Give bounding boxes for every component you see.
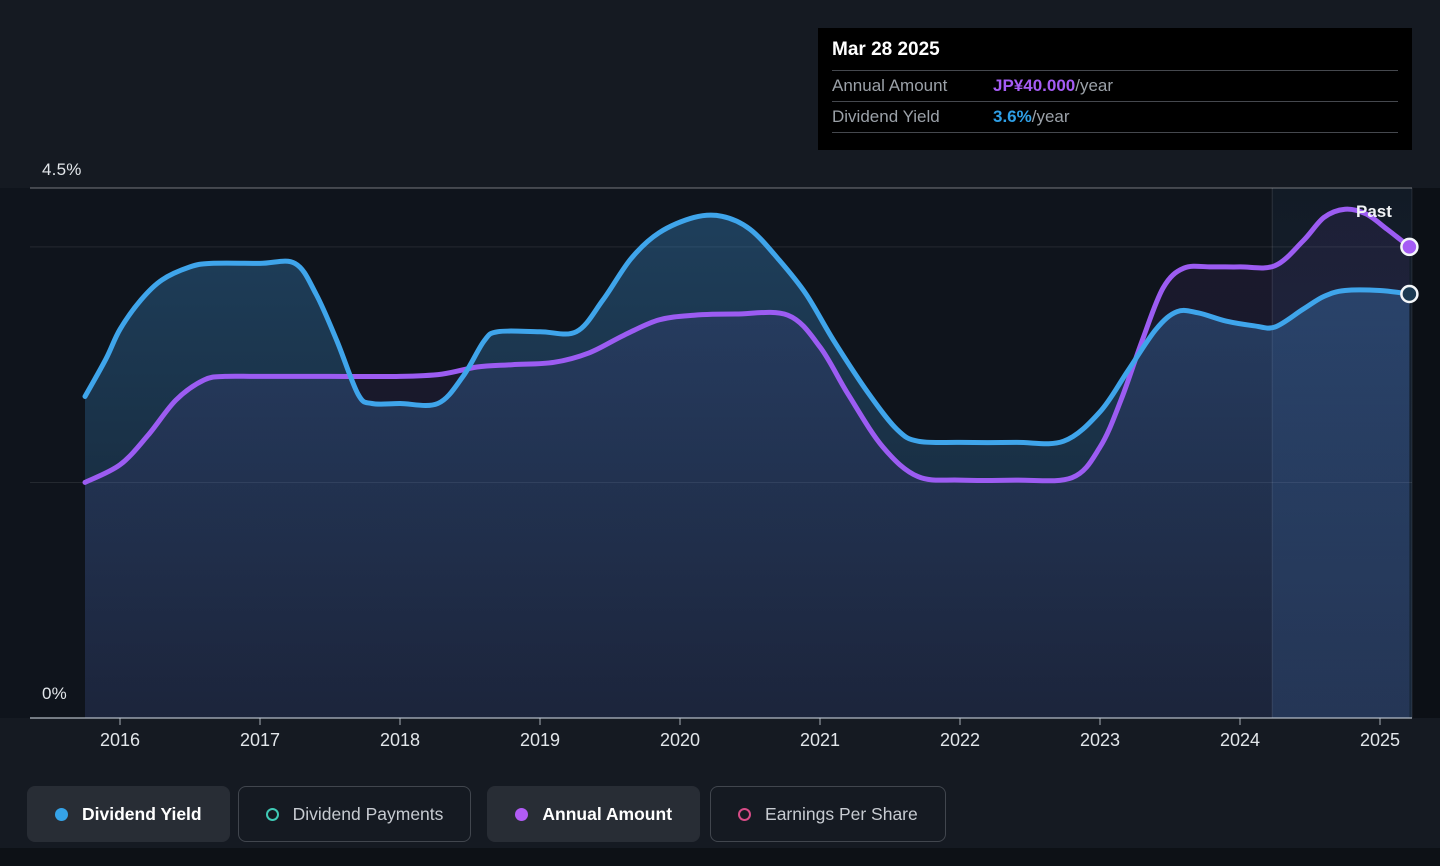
chart-legend: Dividend Yield Dividend Payments Annual … — [27, 786, 946, 842]
x-tick-label: 2019 — [519, 730, 561, 750]
y-axis-label-top: 4.5% — [42, 160, 82, 179]
y-axis-label-bottom: 0% — [42, 684, 67, 703]
legend-button-annual-amount[interactable]: Annual Amount — [487, 786, 701, 842]
annual-amount-dot-icon — [515, 807, 529, 821]
x-tick-label: 2023 — [1079, 730, 1121, 750]
x-tick-label: 2022 — [939, 730, 981, 750]
legend-label: Dividend Payments — [292, 803, 444, 824]
legend-label: Dividend Yield — [82, 803, 202, 824]
x-tick-label: 2018 — [379, 730, 421, 750]
tooltip-row-label: Annual Amount — [832, 76, 948, 95]
x-tick-label: 2024 — [1219, 730, 1261, 750]
tooltip-row-value: JP¥40.000/year — [993, 76, 1114, 95]
x-tick-label: 2025 — [1359, 730, 1401, 750]
earnings-per-share-circle-icon — [738, 807, 752, 821]
legend-button-dividend-yield[interactable]: Dividend Yield — [27, 786, 230, 842]
x-tick-label: 2021 — [799, 730, 841, 750]
tooltip-row-label: Dividend Yield — [832, 107, 940, 126]
tooltip-row-annual-amount: Annual Amount JP¥40.000/year — [832, 71, 1398, 102]
x-tick-label: 2020 — [659, 730, 701, 750]
legend-label: Annual Amount — [542, 803, 673, 824]
x-axis-labels: 2016 2017 2018 2019 2020 2021 2022 2023 2024 2025 — [0, 730, 1440, 756]
dividend-chart[interactable] — [0, 0, 1440, 760]
tooltip-row-dividend-yield: Dividend Yield 3.6%/year — [832, 102, 1398, 133]
dividend-yield-dot-icon — [55, 807, 68, 821]
footer-strip — [0, 848, 1440, 866]
tooltip-date: Mar 28 2025 — [832, 28, 1398, 71]
tooltip-row-value: 3.6%/year — [993, 107, 1070, 126]
dividend-payments-circle-icon — [265, 807, 279, 821]
legend-button-earnings-per-share[interactable]: Earnings Per Share — [710, 786, 946, 842]
x-tick-label: 2017 — [239, 730, 281, 750]
legend-label: Earnings Per Share — [765, 803, 918, 824]
x-tick-label: 2016 — [99, 730, 141, 750]
past-label: Past — [1356, 202, 1392, 221]
legend-button-dividend-payments[interactable]: Dividend Payments — [237, 786, 472, 842]
chart-tooltip: Mar 28 2025 Annual Amount JP¥40.000/year… — [818, 28, 1412, 150]
